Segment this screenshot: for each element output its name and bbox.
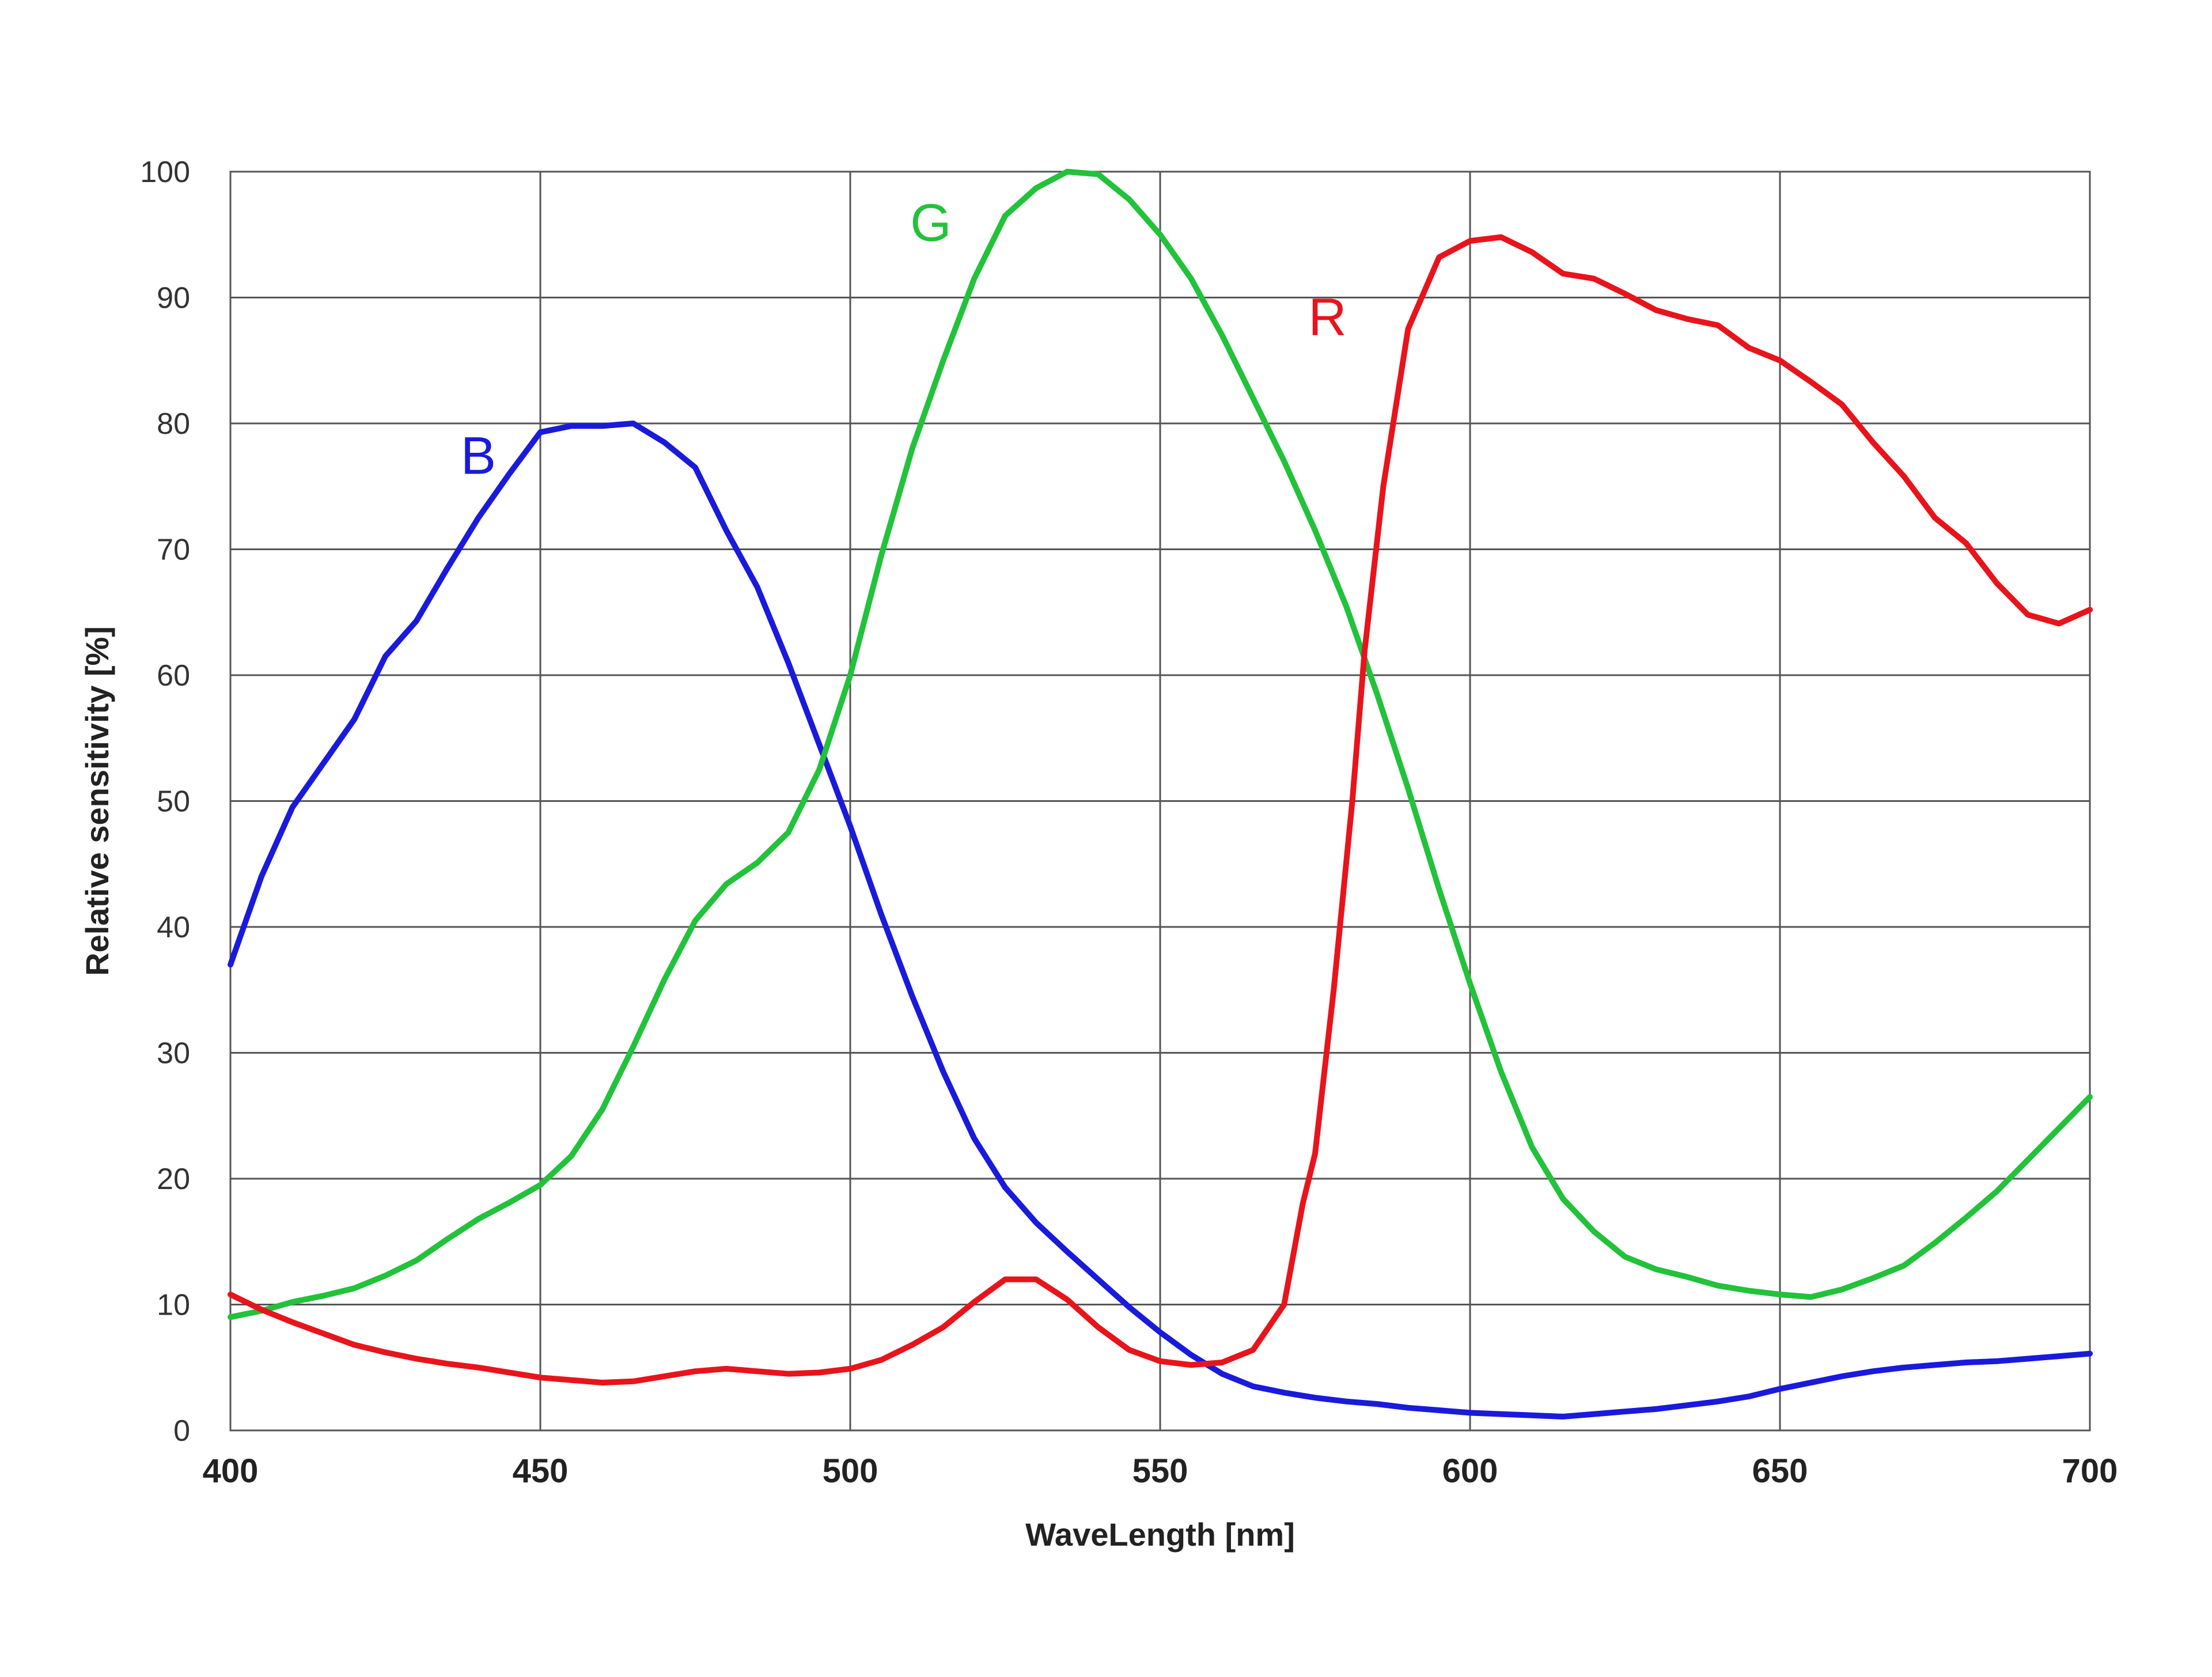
y-tick-label-40: 40: [157, 911, 190, 944]
series-curves: [228, 169, 2093, 1419]
x-tick-label-600: 600: [1442, 1452, 1498, 1490]
y-tick-label-80: 80: [157, 407, 190, 441]
x-tick-label-400: 400: [203, 1452, 259, 1490]
series-label-b: B: [461, 426, 496, 485]
y-tick-label-100: 100: [140, 156, 190, 189]
series-line-b: [228, 421, 2093, 1419]
chart-grid: [229, 171, 2091, 1432]
y-tick-label-30: 30: [157, 1037, 190, 1070]
y-axis-ticks: 0 10 20 30 40 50 60 70 80 90 100: [140, 156, 190, 1448]
y-tick-label-0: 0: [173, 1414, 190, 1448]
y-tick-label-70: 70: [157, 533, 190, 567]
y-tick-label-20: 20: [157, 1163, 190, 1196]
y-tick-label-50: 50: [157, 785, 190, 819]
x-tick-label-650: 650: [1752, 1452, 1808, 1490]
y-axis-title: Relative sensitivity [%]: [79, 626, 115, 976]
x-tick-label-700: 700: [2062, 1452, 2118, 1490]
y-tick-label-60: 60: [157, 659, 190, 692]
x-axis-title: WaveLength [nm]: [1025, 1516, 1295, 1553]
x-tick-label-450: 450: [513, 1452, 569, 1490]
series-labels: B G R: [461, 194, 1347, 485]
y-tick-label-10: 10: [157, 1289, 190, 1322]
series-label-g: G: [910, 194, 952, 252]
series-line-r: [228, 234, 2093, 1385]
y-tick-label-90: 90: [157, 282, 190, 315]
series-label-r: R: [1308, 288, 1346, 347]
x-tick-label-550: 550: [1132, 1452, 1188, 1490]
plot-area-frame: [229, 171, 2091, 1432]
x-tick-label-500: 500: [823, 1452, 878, 1490]
x-axis-ticks: 400 450 500 550 600 650 700: [203, 1452, 2118, 1490]
series-line-g: [228, 169, 2093, 1320]
